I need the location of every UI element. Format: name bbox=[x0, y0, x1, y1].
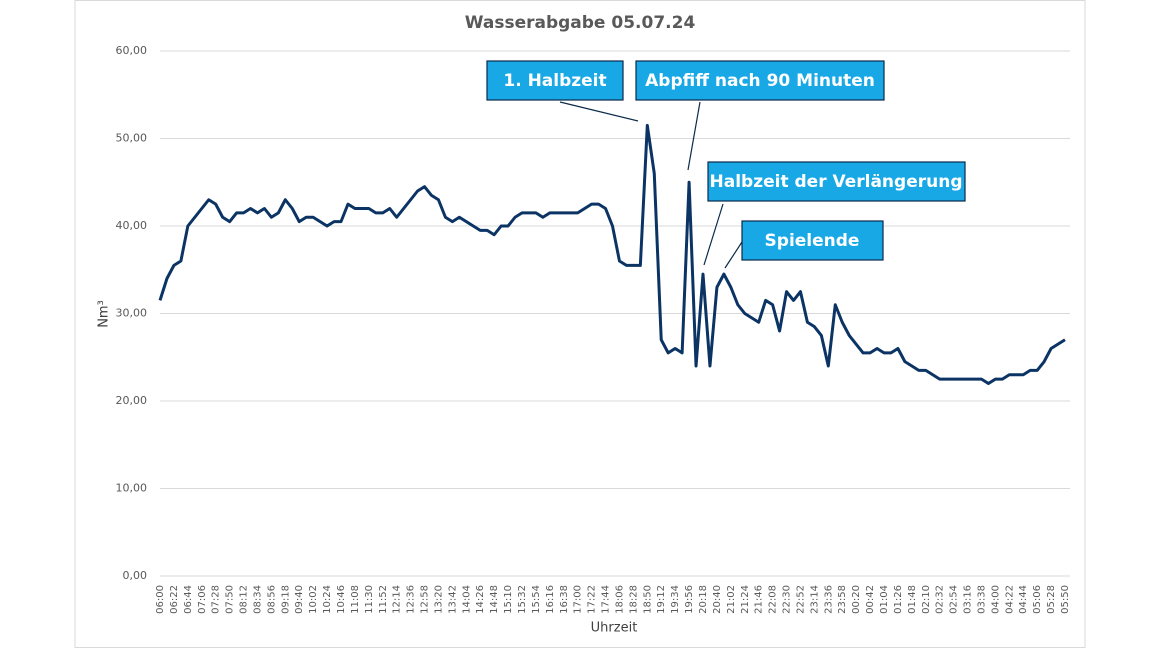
x-tick-label: 16:38 bbox=[559, 585, 570, 614]
annotation: Halbzeit der Verlängerung bbox=[707, 161, 966, 202]
x-tick-label: 19:12 bbox=[656, 585, 667, 614]
x-tick-label: 02:54 bbox=[949, 585, 960, 614]
connectors bbox=[559, 101, 743, 269]
annotation-text: Abpfiff nach 90 Minuten bbox=[645, 71, 875, 91]
x-tick-label: 21:02 bbox=[726, 585, 737, 614]
y-tick-label: 10,00 bbox=[116, 482, 148, 495]
x-tick-label: 13:20 bbox=[433, 585, 444, 614]
x-tick-label: 07:06 bbox=[197, 585, 208, 614]
x-tick-label: 21:24 bbox=[740, 585, 751, 614]
x-tick-label: 17:00 bbox=[573, 585, 584, 614]
x-tick-label: 23:36 bbox=[823, 585, 834, 614]
connector bbox=[724, 241, 743, 269]
x-tick-label: 15:32 bbox=[517, 585, 528, 614]
x-tick-label: 07:28 bbox=[211, 585, 222, 614]
connector bbox=[687, 101, 701, 171]
x-tick-label: 00:42 bbox=[865, 585, 876, 614]
x-tick-label: 20:18 bbox=[698, 585, 709, 614]
x-tick-label: 06:00 bbox=[155, 585, 166, 614]
x-tick-label: 13:42 bbox=[447, 585, 458, 614]
y-tick-label: 0,00 bbox=[123, 569, 148, 582]
x-tick-label: 02:10 bbox=[921, 585, 932, 614]
x-tick-label: 02:32 bbox=[935, 585, 946, 614]
x-tick-label: 06:22 bbox=[169, 585, 180, 614]
annotation-text: 1. Halbzeit bbox=[503, 71, 606, 91]
x-tick-label: 11:30 bbox=[364, 585, 375, 614]
x-tick-label: 04:22 bbox=[1004, 585, 1015, 614]
x-tick-label: 01:04 bbox=[879, 585, 890, 614]
x-tick-label: 12:36 bbox=[406, 585, 417, 614]
x-tick-label: 15:10 bbox=[503, 585, 514, 614]
x-tick-label: 14:04 bbox=[461, 585, 472, 614]
chart-title: Wasserabgabe 05.07.24 bbox=[465, 13, 696, 33]
x-tick-label: 23:58 bbox=[837, 585, 848, 614]
x-tick-label: 10:24 bbox=[322, 585, 333, 614]
y-tick-label: 50,00 bbox=[116, 132, 148, 145]
x-tick-label: 11:08 bbox=[350, 585, 361, 614]
x-tick-label: 16:16 bbox=[545, 585, 556, 614]
x-tick-label: 01:48 bbox=[907, 585, 918, 614]
y-tick-label: 40,00 bbox=[116, 219, 148, 232]
chart-frame bbox=[74, 0, 1086, 648]
x-tick-label: 17:22 bbox=[587, 585, 598, 614]
x-tick-label: 12:58 bbox=[420, 585, 431, 614]
x-tick-label: 22:08 bbox=[768, 585, 779, 614]
x-tick-label: 03:38 bbox=[976, 585, 987, 614]
x-tick-label: 04:00 bbox=[990, 585, 1001, 614]
x-tick-label: 09:40 bbox=[294, 585, 305, 614]
x-tick-label: 14:48 bbox=[489, 585, 500, 614]
x-tick-label: 11:52 bbox=[378, 585, 389, 614]
x-tick-label: 07:50 bbox=[225, 585, 236, 614]
x-tick-label: 10:02 bbox=[308, 585, 319, 614]
x-tick-label: 05:06 bbox=[1032, 585, 1043, 614]
x-tick-label: 18:28 bbox=[628, 585, 639, 614]
x-tick-label: 21:46 bbox=[754, 585, 765, 614]
x-tick-label: 04:44 bbox=[1018, 585, 1029, 614]
x-tick-label: 14:26 bbox=[475, 585, 486, 614]
annotation: Spielende bbox=[741, 220, 884, 261]
x-tick-label: 10:46 bbox=[336, 585, 347, 614]
x-tick-label: 05:28 bbox=[1046, 585, 1057, 614]
annotation-text: Spielende bbox=[765, 231, 860, 251]
x-tick-label: 08:34 bbox=[252, 585, 263, 614]
y-tick-label: 60,00 bbox=[116, 44, 148, 57]
x-tick-label: 15:54 bbox=[531, 585, 542, 614]
x-tick-label: 19:34 bbox=[670, 585, 681, 614]
x-tick-label: 00:20 bbox=[851, 585, 862, 614]
y-axis-label: Nm³ bbox=[97, 300, 112, 328]
annotation: Abpfiff nach 90 Minuten bbox=[635, 60, 885, 101]
x-tick-label: 12:14 bbox=[392, 585, 403, 614]
x-tick-label: 23:14 bbox=[809, 585, 820, 614]
annotation-text: Halbzeit der Verlängerung bbox=[710, 172, 963, 192]
x-tick-label: 22:52 bbox=[795, 585, 806, 614]
x-tick-label: 20:40 bbox=[712, 585, 723, 614]
x-tick-label: 19:56 bbox=[684, 585, 695, 614]
x-tick-label: 05:50 bbox=[1060, 585, 1071, 614]
x-tick-label: 22:30 bbox=[782, 585, 793, 614]
x-tick-label: 18:50 bbox=[642, 585, 653, 614]
connector bbox=[703, 203, 724, 266]
x-tick-label: 09:18 bbox=[280, 585, 291, 614]
x-axis-label: Uhrzeit bbox=[591, 621, 638, 636]
x-tick-label: 18:06 bbox=[614, 585, 625, 614]
x-tick-label: 03:16 bbox=[963, 585, 974, 614]
y-tick-label: 30,00 bbox=[116, 307, 148, 320]
y-tick-label: 20,00 bbox=[116, 394, 148, 407]
x-tick-label: 08:12 bbox=[239, 585, 250, 614]
x-tick-label: 06:44 bbox=[183, 585, 194, 614]
line-layer bbox=[158, 123, 1066, 385]
data-line bbox=[158, 123, 1066, 385]
x-tick-label: 01:26 bbox=[893, 585, 904, 614]
x-tick-label: 08:56 bbox=[266, 585, 277, 614]
annotation: 1. Halbzeit bbox=[486, 60, 624, 101]
x-tick-label: 17:44 bbox=[601, 585, 612, 614]
connector bbox=[559, 101, 639, 122]
